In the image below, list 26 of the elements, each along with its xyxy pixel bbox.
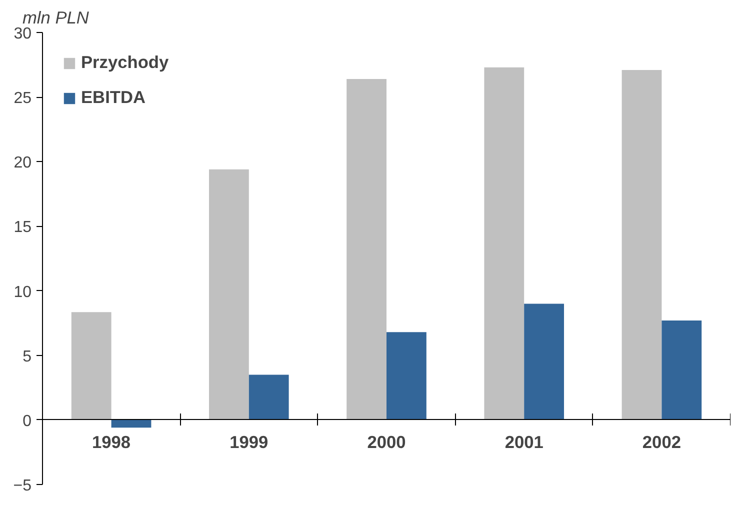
- bar: [346, 78, 386, 420]
- x-tick-label: 2001: [504, 432, 544, 452]
- y-tick-label: 0: [22, 412, 32, 430]
- y-tick-label: −5: [13, 478, 32, 494]
- x-tick-label: 1998: [92, 432, 131, 452]
- y-axis-title: mln PLN: [22, 8, 90, 28]
- y-tick-label: 30: [14, 26, 32, 42]
- bar: [208, 169, 249, 420]
- y-tick-label: 20: [14, 154, 32, 172]
- y-tick-label: 10: [14, 284, 32, 301]
- bar: [71, 312, 112, 420]
- y-tick-label: 25: [14, 90, 32, 108]
- bar: [662, 320, 702, 420]
- bar: [111, 420, 152, 428]
- bar: [484, 67, 524, 420]
- bar: [386, 332, 426, 420]
- bar: [248, 374, 289, 420]
- x-tick-label: 1999: [230, 432, 268, 452]
- legend-label: EBITDA: [81, 87, 146, 108]
- y-tick-label: 5: [22, 348, 32, 366]
- x-tick-label: 2000: [367, 432, 406, 452]
- y-tick-label: 15: [14, 219, 32, 236]
- bar: [622, 70, 662, 420]
- x-tick-label: 2002: [642, 432, 681, 452]
- bar: [524, 304, 564, 420]
- legend-label: Przychody: [81, 52, 169, 73]
